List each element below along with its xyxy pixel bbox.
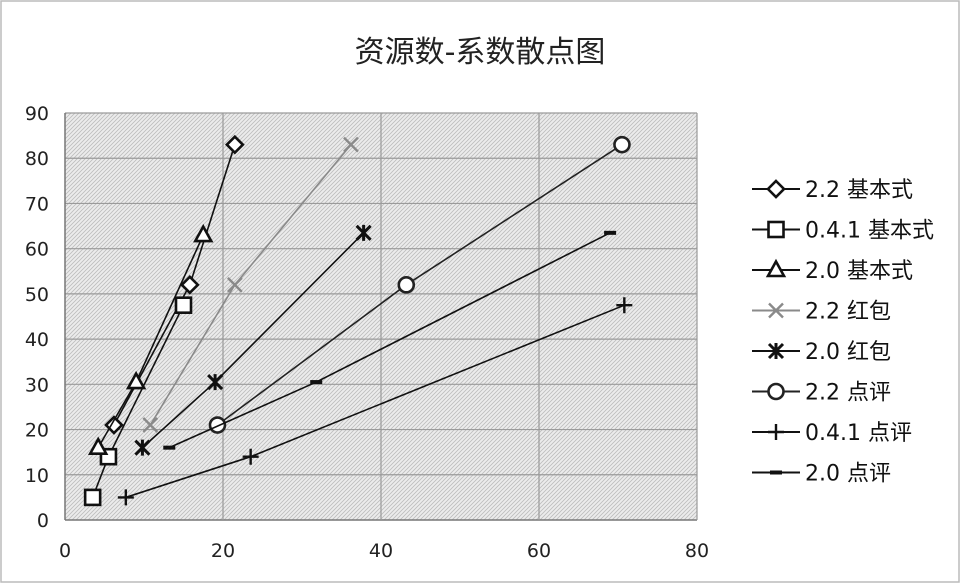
series-5 — [208, 135, 631, 434]
data-point — [208, 416, 227, 434]
x-tick-label: 60 — [527, 540, 551, 562]
legend-item: 2.2 点评 — [752, 381, 891, 406]
series-layer — [83, 134, 633, 507]
x-tick-label: 80 — [685, 540, 709, 562]
series-4 — [134, 224, 372, 456]
data-point — [616, 297, 633, 314]
legend-marker — [766, 179, 786, 199]
y-tick-label: 70 — [25, 193, 49, 215]
series-6 — [117, 297, 633, 506]
legend-item: 2.0 基本式 — [752, 258, 913, 284]
y-tick-label: 60 — [25, 239, 49, 261]
data-point — [117, 489, 134, 506]
y-tick-label: 0 — [37, 510, 49, 532]
y-tick-label: 80 — [25, 148, 49, 170]
data-point — [83, 488, 102, 507]
legend-item: 0.4.1 点评 — [752, 421, 912, 446]
legend-label: 2.2 红包 — [805, 300, 891, 325]
x-tick-label: 20 — [211, 540, 235, 562]
y-tick-label: 20 — [25, 420, 49, 442]
legend-marker — [767, 220, 785, 239]
legend-item: 2.0 点评 — [752, 462, 891, 487]
legend-marker — [767, 382, 785, 401]
legend-label: 2.0 点评 — [805, 462, 891, 487]
data-point — [225, 134, 245, 155]
y-tick-label: 90 — [25, 103, 49, 125]
legend-marker — [765, 258, 787, 278]
legend-item: 2.2 基本式 — [752, 178, 913, 203]
chart-title: 资源数-系数散点图 — [355, 35, 606, 70]
x-tick-label: 40 — [369, 540, 393, 562]
data-point — [87, 436, 109, 455]
data-point — [207, 374, 224, 391]
legend-label: 2.2 基本式 — [805, 178, 913, 203]
legend-marker — [767, 342, 785, 360]
legend-item: 2.0 红包 — [752, 340, 891, 365]
data-point — [397, 276, 416, 294]
legend-label: 2.2 点评 — [805, 381, 891, 406]
data-point — [613, 135, 631, 154]
x-tick-label: 0 — [59, 540, 71, 562]
data-point — [193, 223, 214, 243]
legend-label: 2.0 红包 — [805, 340, 891, 365]
data-point — [179, 275, 200, 295]
series-3 — [142, 136, 359, 433]
legend-label: 0.4.1 点评 — [805, 421, 912, 446]
data-point — [104, 415, 124, 435]
legend-marker — [768, 302, 784, 319]
data-point — [134, 439, 151, 456]
data-point — [174, 296, 193, 314]
legend-label: 2.0 基本式 — [805, 259, 913, 284]
data-point — [355, 224, 372, 241]
data-point — [142, 417, 159, 433]
data-point — [242, 448, 259, 465]
series-1 — [83, 296, 193, 507]
legend-label: 0.4.1 基本式 — [805, 219, 934, 244]
legend-marker — [768, 424, 784, 440]
y-tick-label: 30 — [25, 374, 49, 396]
y-tick-label: 40 — [25, 329, 49, 351]
series-7 — [163, 230, 617, 450]
legend-item: 2.2 红包 — [752, 300, 891, 325]
gridlines — [64, 112, 698, 521]
data-point — [343, 136, 359, 153]
series-2 — [87, 223, 214, 455]
legend-item: 0.4.1 基本式 — [752, 219, 934, 244]
legend: 2.2 基本式 0.4.1 基本式 2.0 基本式 2.2 红包 2.0 红包 2.2 点… — [752, 178, 934, 487]
data-point — [125, 370, 147, 390]
tick-labels: 0 10 20 30 40 50 60 70 80 90 0 20 40 60 80 — [25, 103, 709, 562]
data-point — [227, 276, 243, 293]
y-tick-label: 10 — [25, 465, 49, 487]
y-tick-label: 50 — [25, 284, 49, 306]
